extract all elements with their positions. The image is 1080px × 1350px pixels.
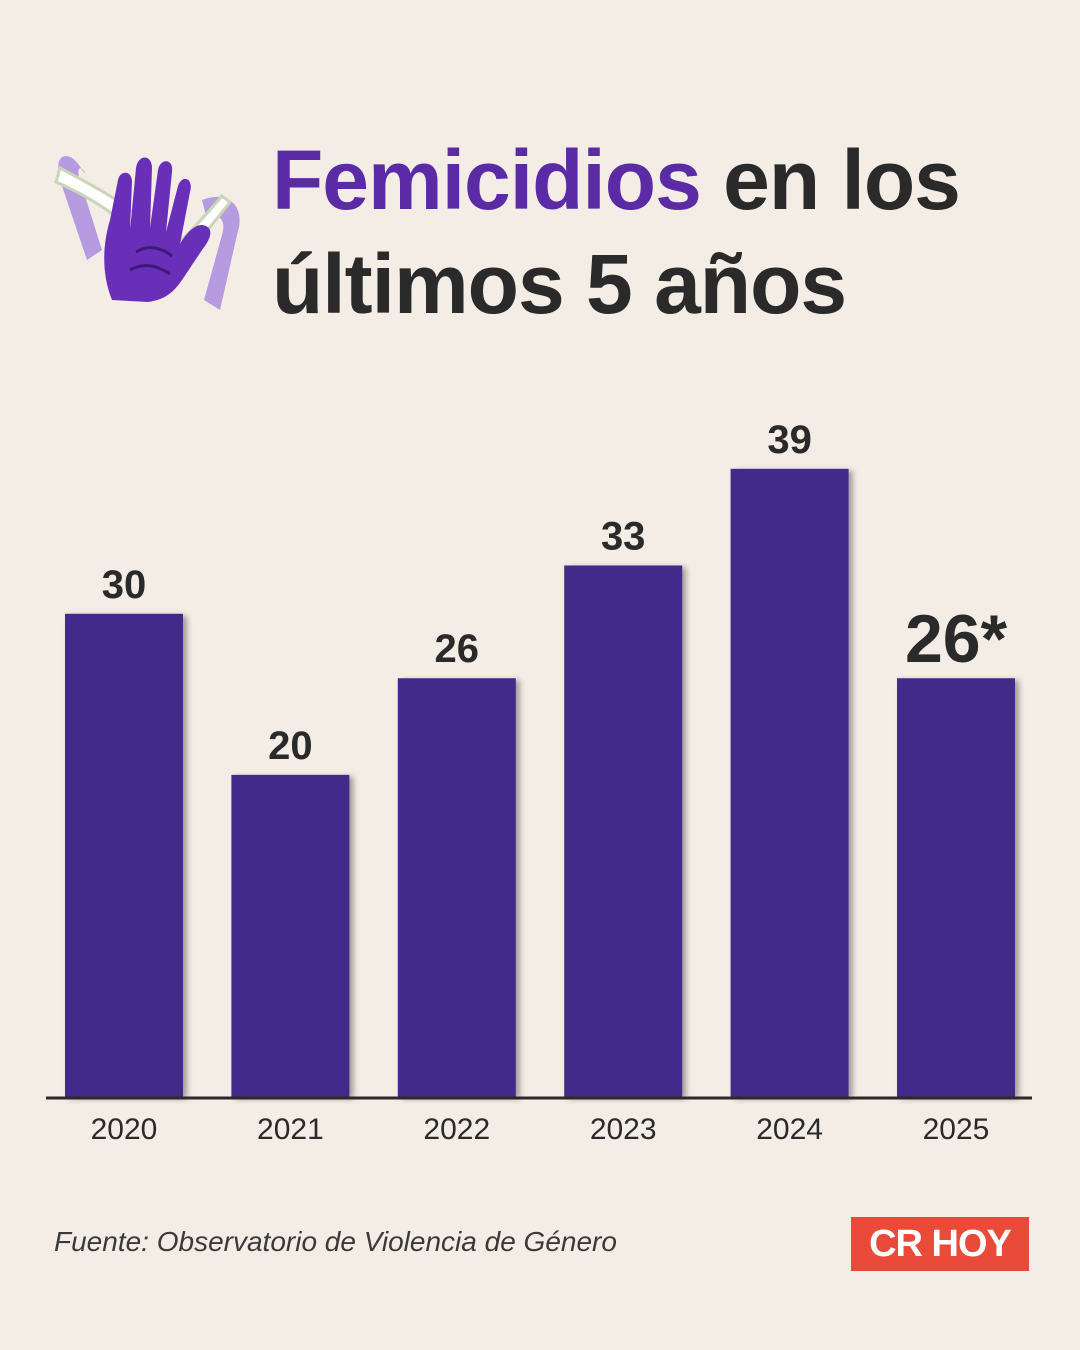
bar-2025 [897,678,1015,1097]
x-tick-label-2021: 2021 [257,1113,324,1146]
data-label-2022: 26 [435,627,480,671]
x-tick-label-2024: 2024 [756,1113,823,1146]
title-accent: Femicidios [272,133,702,227]
data-label-2020: 30 [102,563,147,607]
data-label-2024: 39 [767,418,812,462]
brand-logo: CR HOY [851,1217,1029,1271]
data-label-2021: 20 [268,724,313,768]
bar-2023 [564,565,683,1097]
bar-2022 [397,678,516,1097]
bar-2024 [730,468,849,1097]
data-label-2023: 33 [601,514,646,558]
x-tick-label-2025: 2025 [923,1113,990,1146]
title-line2: últimos 5 años [272,237,847,331]
data-label-2025: 26* [905,601,1008,677]
bar-2020 [65,613,183,1097]
raised-hand-ribbon-icon [54,156,240,310]
source-note: Fuente: Observatorio de Violencia de Gén… [54,1226,617,1257]
x-tick-label-2022: 2022 [423,1113,490,1146]
page-title: Femicidios en los últimos 5 años [272,128,961,336]
bar-2021 [231,774,350,1097]
x-tick-label-2020: 2020 [91,1113,158,1146]
x-tick-label-2023: 2023 [590,1113,657,1146]
title-rest-line1: en los [700,133,961,227]
